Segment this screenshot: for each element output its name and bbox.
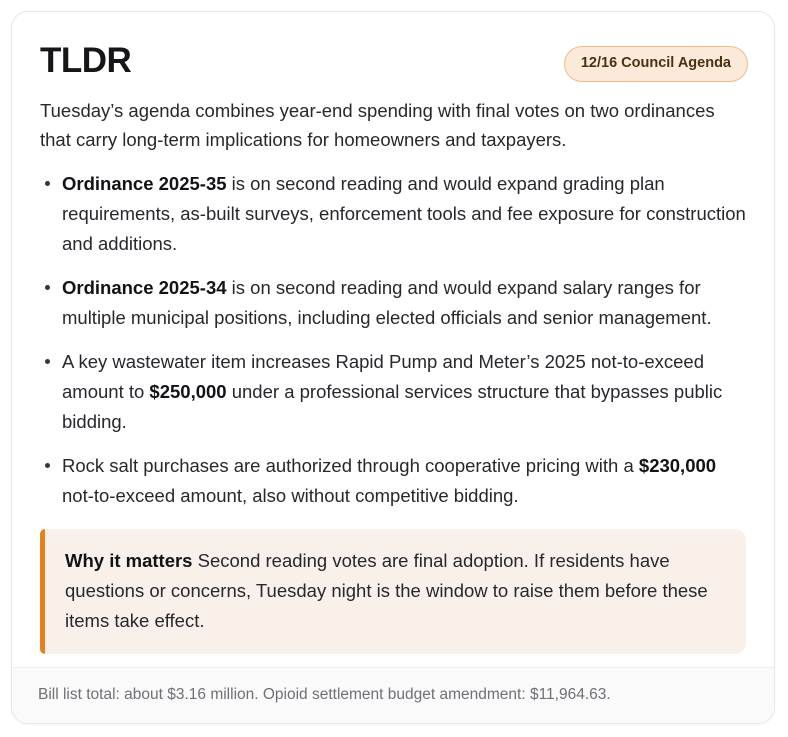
bullet-lead-text: $230,000 bbox=[638, 455, 717, 477]
bullet-lead-text: Ordinance 2025-34 bbox=[62, 277, 227, 299]
list-item: A key wastewater item increases Rapid Pu… bbox=[38, 347, 748, 437]
card-footer: Bill list total: about $3.16 million. Op… bbox=[12, 666, 774, 723]
tldr-card: TLDR 12/16 Council Agenda Tuesday’s agen… bbox=[11, 11, 775, 724]
bullet-lead-text: Ordinance 2025-35 bbox=[62, 173, 227, 195]
list-item: Ordinance 2025-34 is on second reading a… bbox=[38, 273, 748, 333]
callout-lead-text: Why it matters bbox=[65, 550, 193, 572]
bullet-pre-text: A key wastewater item increases Rapid Pu… bbox=[62, 351, 705, 403]
bullet-rest-text: not-to-exceed amount, also without compe… bbox=[62, 485, 519, 507]
card-body: TLDR 12/16 Council Agenda Tuesday’s agen… bbox=[12, 12, 774, 667]
list-item: Ordinance 2025-35 is on second reading a… bbox=[38, 169, 748, 259]
bullet-lead-text: $250,000 bbox=[149, 381, 227, 403]
bullet-rest-text: is on second reading and would expand gr… bbox=[62, 173, 746, 255]
callout-body-text: Second reading votes are final adoption.… bbox=[65, 550, 708, 632]
card-header: TLDR 12/16 Council Agenda bbox=[38, 36, 748, 82]
bullet-pre-text: Rock salt purchases are authorized throu… bbox=[62, 455, 639, 477]
footer-note: Bill list total: about $3.16 million. Op… bbox=[38, 685, 611, 703]
page-title: TLDR bbox=[40, 41, 132, 80]
summary-bullet-list: Ordinance 2025-35 is on second reading a… bbox=[38, 169, 748, 511]
bullet-rest-text: is on second reading and would expand sa… bbox=[62, 277, 712, 329]
why-it-matters-callout: Why it matters Second reading votes are … bbox=[40, 529, 746, 655]
bullet-rest-text: under a professional services structure … bbox=[62, 381, 723, 433]
status-badge: 12/16 Council Agenda bbox=[563, 46, 748, 82]
intro-paragraph: Tuesday’s agenda combines year-end spend… bbox=[40, 99, 715, 151]
list-item: Rock salt purchases are authorized throu… bbox=[38, 451, 748, 511]
